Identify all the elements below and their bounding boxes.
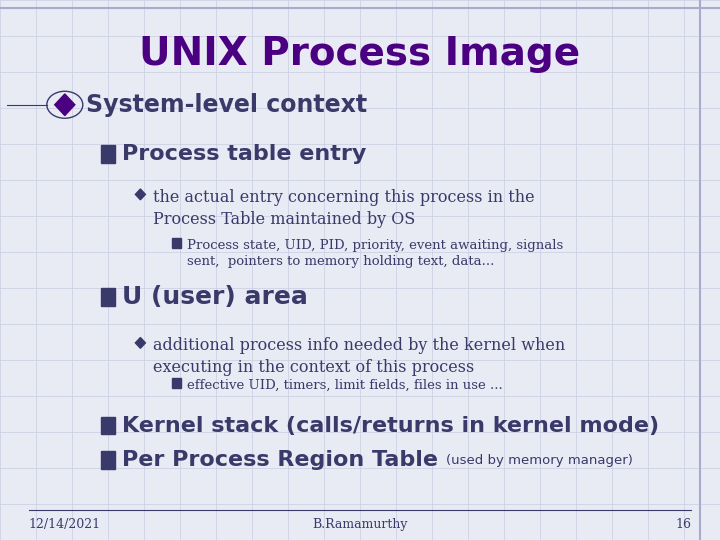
Text: Kernel stack (calls/returns in kernel mode): Kernel stack (calls/returns in kernel mo… (122, 415, 660, 436)
Text: (used by memory manager): (used by memory manager) (446, 454, 634, 467)
Polygon shape (135, 338, 145, 348)
Bar (101, 145, 115, 163)
Text: additional process info needed by the kernel when
executing in the context of th: additional process info needed by the ke… (153, 338, 565, 376)
Text: B.Ramamurthy: B.Ramamurthy (312, 518, 408, 531)
Bar (101, 451, 115, 469)
Text: 12/14/2021: 12/14/2021 (29, 518, 101, 531)
Polygon shape (55, 94, 75, 116)
Text: effective UID, timers, limit fields, files in use ...: effective UID, timers, limit fields, fil… (187, 379, 503, 392)
Bar (172, 378, 181, 388)
Text: Process table entry: Process table entry (122, 144, 366, 164)
Polygon shape (135, 189, 145, 200)
Text: Process state, UID, PID, priority, event awaiting, signals
sent,  pointers to me: Process state, UID, PID, priority, event… (187, 239, 564, 268)
Bar (101, 288, 115, 306)
Text: the actual entry concerning this process in the
Process Table maintained by OS: the actual entry concerning this process… (153, 189, 534, 227)
Text: Per Process Region Table: Per Process Region Table (122, 450, 446, 470)
Bar (172, 238, 181, 248)
Bar (101, 417, 115, 434)
Text: UNIX Process Image: UNIX Process Image (140, 35, 580, 73)
Text: U (user) area: U (user) area (122, 285, 308, 309)
Text: 16: 16 (675, 518, 691, 531)
Text: System-level context: System-level context (86, 93, 367, 117)
